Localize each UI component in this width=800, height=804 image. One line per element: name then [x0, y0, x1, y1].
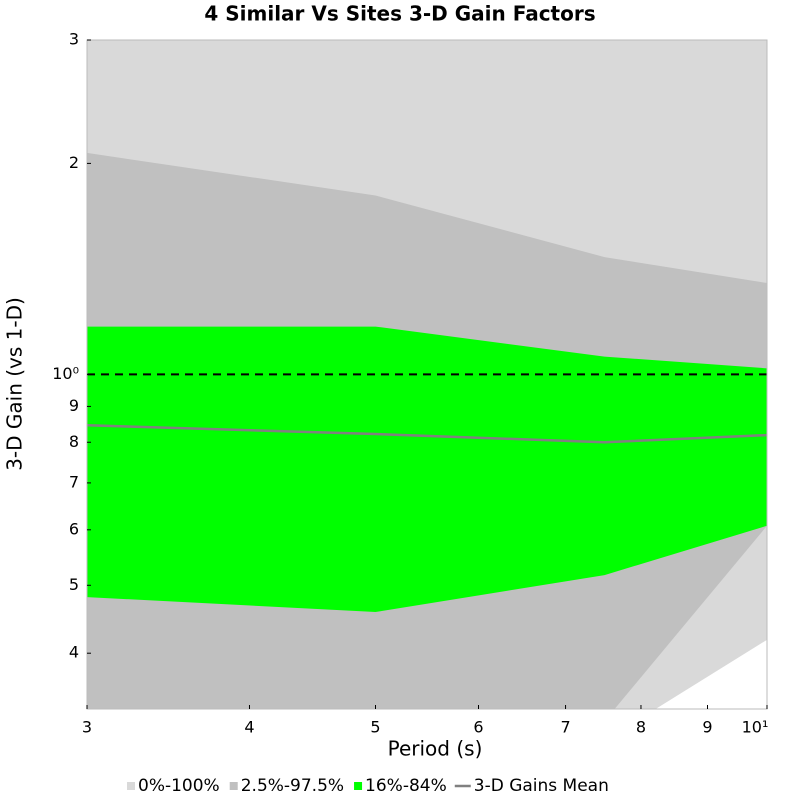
y-tick-label: 8 [69, 432, 79, 451]
legend-label: 2.5%-97.5% [241, 776, 344, 796]
y-tick-label: 7 [69, 472, 79, 491]
y-tick-label: 9 [69, 396, 79, 415]
band [87, 326, 767, 612]
x-tick-label: 4 [244, 718, 254, 737]
legend-swatch [229, 782, 238, 790]
plot-area [87, 40, 767, 709]
x-tick-label: 7 [560, 718, 570, 737]
y-tick-label: 2 [69, 153, 79, 172]
chart-title: 4 Similar Vs Sites 3-D Gain Factors [204, 2, 595, 26]
legend-swatch [127, 782, 135, 790]
x-tick-label: 8 [636, 718, 646, 737]
y-tick-label: 3 [69, 30, 79, 49]
x-tick-label: 6 [473, 718, 483, 737]
y-tick-label: 4 [69, 643, 79, 662]
legend-label: 3-D Gains Mean [474, 776, 609, 796]
x-tick-label: 10¹ [742, 718, 769, 737]
legend-label: 16%-84% [365, 776, 447, 796]
x-axis-label: Period (s) [388, 737, 483, 761]
y-tick-label: 10⁰ [52, 364, 79, 383]
x-tick-label: 9 [702, 718, 712, 737]
x-tick-label: 5 [370, 718, 380, 737]
legend-label: 0%-100% [138, 776, 220, 796]
x-tick-label: 3 [82, 718, 92, 737]
y-tick-label: 5 [69, 575, 79, 594]
y-tick-label: 6 [69, 519, 79, 538]
mean-line [87, 423, 767, 444]
legend-swatch [354, 782, 363, 790]
y-axis-label: 3-D Gain (vs 1-D) [3, 297, 27, 471]
